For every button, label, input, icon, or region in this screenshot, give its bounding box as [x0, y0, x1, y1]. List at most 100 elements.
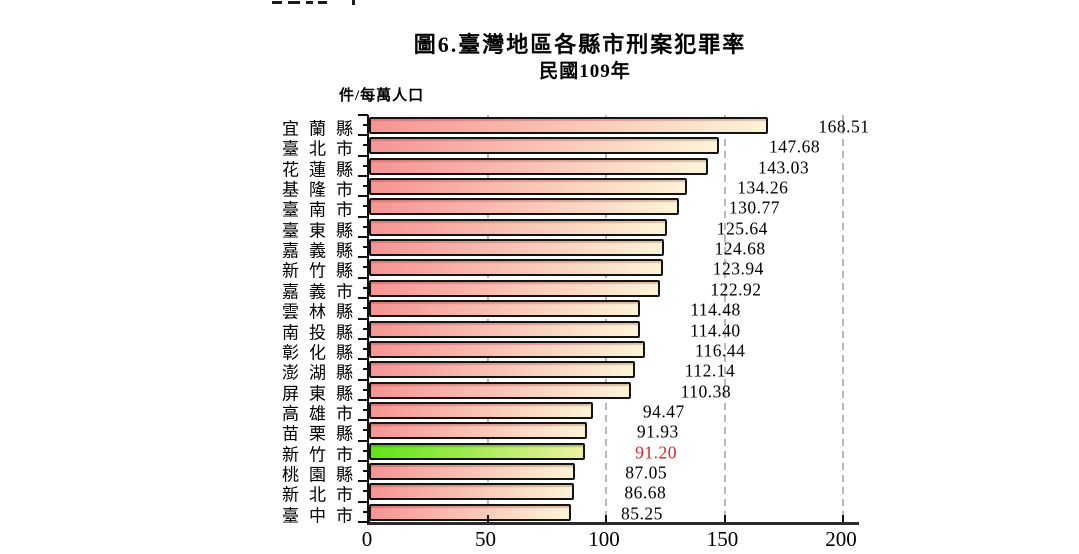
- y-axis-tick-minor: [363, 510, 368, 513]
- bar: [369, 503, 572, 521]
- clipped-text-fragment: [268, 0, 360, 6]
- bar: [369, 198, 679, 216]
- bar: [369, 178, 688, 196]
- y-axis-tick-major: [358, 500, 368, 503]
- value-label: 124.68: [714, 238, 766, 259]
- value-label: 125.64: [716, 218, 768, 239]
- y-axis-tick-minor: [363, 144, 368, 147]
- y-axis-tick-major: [358, 114, 368, 116]
- category-label: 新竹市: [282, 445, 363, 465]
- category-label: 彰化縣: [282, 343, 363, 363]
- value-label: 87.05: [625, 462, 668, 483]
- bar: [369, 401, 593, 419]
- y-axis-tick-minor: [363, 449, 368, 452]
- category-label: 基隆市: [282, 180, 363, 200]
- y-axis-tick-minor: [363, 429, 368, 432]
- value-label: 94.47: [642, 401, 685, 422]
- page-subtitle: 民國109年: [539, 61, 631, 82]
- value-label: 114.40: [690, 320, 741, 340]
- y-axis-tick-minor: [363, 286, 368, 289]
- y-axis-tick-minor: [363, 469, 368, 472]
- plot-area: [358, 114, 859, 525]
- y-axis-tick-major: [358, 215, 368, 218]
- y-axis-tick-major: [358, 297, 368, 300]
- category-label: 桃園縣: [282, 465, 363, 485]
- category-label: 嘉義市: [282, 282, 363, 302]
- value-label: 123.94: [712, 258, 764, 279]
- value-axis-unit-label: 件/每萬人口: [339, 88, 425, 104]
- category-label: 新北市: [282, 485, 363, 505]
- bar: [369, 117, 769, 134]
- category-label: 南投縣: [282, 323, 363, 342]
- y-axis-tick-minor: [363, 490, 368, 493]
- category-label: 雲林縣: [282, 302, 363, 322]
- gridline-200: [842, 115, 844, 522]
- category-label: 臺中市: [282, 506, 363, 526]
- x-axis-tick-label: 100: [588, 527, 620, 551]
- value-label: 114.48: [690, 299, 741, 320]
- category-label: 臺北市: [282, 139, 363, 159]
- y-axis-tick-minor: [363, 327, 368, 330]
- bar: [369, 320, 641, 338]
- bar: [369, 137, 719, 155]
- y-axis-tick-minor: [363, 368, 368, 371]
- gridline-50: [486, 115, 489, 522]
- y-axis-tick-major: [358, 236, 368, 239]
- bar-highlighted: [369, 442, 586, 460]
- bar: [369, 381, 631, 399]
- bar: [369, 218, 667, 236]
- y-axis-tick-major: [358, 459, 368, 462]
- y-axis-tick-minor: [363, 388, 368, 391]
- y-axis-tick-minor: [363, 347, 368, 350]
- y-axis-tick-major: [358, 398, 368, 401]
- y-axis-tick-major: [358, 358, 368, 361]
- value-label: 168.51: [818, 116, 870, 137]
- bar: [369, 239, 665, 257]
- y-axis-tick-major: [358, 419, 368, 422]
- category-label: 嘉義縣: [282, 241, 363, 261]
- x-axis-tick-label: 50: [475, 527, 496, 551]
- y-axis-tick-minor: [363, 408, 368, 411]
- y-axis-tick-major: [358, 256, 368, 259]
- category-label: 屏東縣: [282, 384, 363, 404]
- y-axis-tick-minor: [363, 225, 368, 228]
- category-label: 宜蘭縣: [282, 119, 363, 139]
- value-label: 91.93: [636, 421, 679, 442]
- value-label: 122.92: [710, 279, 762, 300]
- bar: [369, 340, 645, 358]
- gridline-100: [605, 115, 607, 522]
- value-label: 110.38: [680, 381, 732, 402]
- y-axis-tick-major: [358, 134, 368, 137]
- category-label: 苗栗縣: [282, 424, 363, 444]
- value-label: 147.68: [769, 136, 821, 157]
- bar: [369, 279, 661, 297]
- y-axis-tick-minor: [363, 246, 368, 249]
- x-axis-tick-label: 150: [706, 527, 739, 551]
- bar: [369, 259, 663, 277]
- value-label: 134.26: [737, 177, 789, 198]
- category-label: 新竹縣: [282, 261, 363, 281]
- x-axis-tick: [368, 515, 370, 522]
- y-axis-tick-minor: [363, 266, 368, 269]
- x-axis-tick: [486, 515, 489, 522]
- y-axis-tick-major: [358, 317, 368, 320]
- category-label: 臺南市: [282, 200, 363, 220]
- category-label: 澎湖縣: [282, 363, 363, 383]
- bar: [369, 422, 587, 440]
- y-axis-tick-minor: [363, 164, 368, 167]
- value-label: 130.77: [728, 197, 781, 218]
- y-axis-tick-minor: [363, 205, 368, 208]
- gridline-150: [723, 115, 726, 522]
- value-label: 85.25: [621, 503, 663, 524]
- bar: [369, 361, 635, 379]
- bar: [369, 483, 575, 501]
- y-axis-tick-minor: [363, 124, 368, 126]
- bar: [369, 300, 641, 318]
- y-axis-tick-major: [358, 439, 368, 442]
- category-label: 花蓮縣: [282, 160, 363, 180]
- x-axis-tick: [605, 515, 607, 522]
- y-axis-tick-major: [358, 154, 368, 157]
- category-label: 高雄市: [282, 404, 363, 424]
- value-label: 143.03: [757, 157, 810, 178]
